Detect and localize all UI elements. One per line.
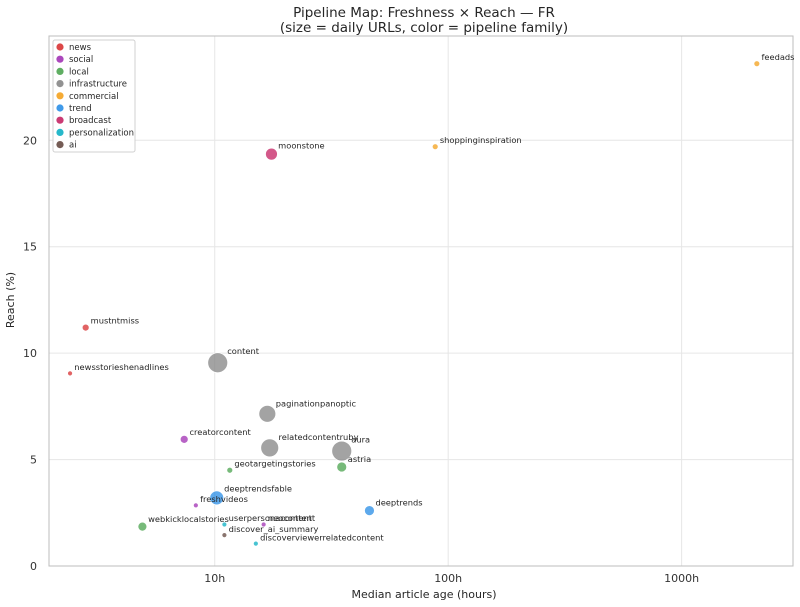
point-label: webkicklocalstories <box>148 514 229 524</box>
y-tick-label: 20 <box>23 134 37 147</box>
point-label: astria <box>348 454 371 464</box>
data-point <box>226 466 234 474</box>
point-label: creatorcontent <box>190 427 252 437</box>
data-point <box>207 352 229 374</box>
data-point <box>67 370 73 377</box>
legend-label: commercial <box>69 92 119 102</box>
legend-marker <box>56 141 64 149</box>
point-label: newsstorieshenadlines <box>74 362 169 372</box>
legend: news social local infrastructure commercial t… <box>52 39 136 153</box>
legend-box <box>52 39 136 153</box>
y-tick-label: 0 <box>30 560 37 573</box>
point-label: discover_ai_summary <box>229 524 319 534</box>
data-point <box>336 461 348 473</box>
legend-marker <box>56 80 64 88</box>
data-points <box>67 60 761 547</box>
data-point <box>331 440 353 462</box>
legend-label: news <box>69 43 92 53</box>
data-point <box>221 532 228 539</box>
data-point <box>431 143 439 151</box>
legend-label: infrastructure <box>69 80 127 90</box>
legend-marker <box>56 43 64 51</box>
data-point <box>260 438 280 458</box>
y-tick-label: 5 <box>30 454 37 467</box>
grid-lines <box>49 36 793 567</box>
point-label: paginationpanoptic <box>276 398 357 408</box>
point-label: freshvideos <box>200 494 248 504</box>
legend-label: trend <box>69 104 92 114</box>
legend-marker <box>56 104 64 112</box>
legend-label: local <box>69 67 89 77</box>
point-label: content <box>227 346 260 356</box>
data-point <box>364 505 375 517</box>
point-label: shoppinginspiration <box>440 135 522 145</box>
point-label: relatedcontentruby <box>279 432 359 442</box>
chart-subtitle: (size = daily URLs, color = pipeline fam… <box>280 20 568 36</box>
legend-marker <box>56 55 64 63</box>
data-point <box>221 521 228 528</box>
data-point <box>252 540 259 547</box>
legend-label: social <box>69 55 93 65</box>
legend-label: broadcast <box>69 116 112 126</box>
legend-label: personalization <box>69 128 134 138</box>
data-point <box>209 490 225 506</box>
axis-ticks: 10h 100h 1000h 0 5 10 15 20 <box>23 134 699 585</box>
legend-marker <box>56 128 64 136</box>
data-point <box>192 502 199 509</box>
x-tick-label: 100h <box>434 572 462 585</box>
y-axis-label: Reach (%) <box>4 272 17 328</box>
point-label: neocontent <box>268 513 316 523</box>
x-tick-label: 1000h <box>664 572 699 585</box>
point-label: moonstone <box>278 140 325 150</box>
point-label: mustntmiss <box>91 316 139 326</box>
data-point <box>753 60 761 68</box>
point-label: aura <box>351 435 370 445</box>
x-axis-label: Median article age (hours) <box>351 588 496 601</box>
point-label: discoverviewerrelatedcontent <box>260 532 384 542</box>
data-point <box>260 521 267 528</box>
point-labels: feedads shoppinginspiration moonstone mustn… <box>74 52 794 542</box>
data-point <box>137 521 148 532</box>
data-point <box>258 404 277 423</box>
y-tick-label: 15 <box>23 241 37 254</box>
legend-marker <box>56 92 64 100</box>
legend-marker <box>56 116 64 124</box>
legend-marker <box>56 67 64 75</box>
chart-title: Pipeline Map: Freshness × Reach — FR <box>293 5 555 21</box>
point-label: deeptrends <box>375 498 422 508</box>
point-label: deeptrendsfable <box>224 483 292 493</box>
data-point <box>179 434 189 444</box>
legend-label: ai <box>69 141 77 151</box>
point-label: geotargetingstories <box>234 459 315 469</box>
data-point <box>265 147 278 161</box>
y-tick-label: 10 <box>23 347 37 360</box>
plot-frame <box>48 35 794 567</box>
x-tick-label: 10h <box>204 572 225 585</box>
data-point <box>81 323 90 332</box>
point-label: feedads <box>761 52 794 62</box>
point-label: userpersonacontent <box>229 513 313 523</box>
